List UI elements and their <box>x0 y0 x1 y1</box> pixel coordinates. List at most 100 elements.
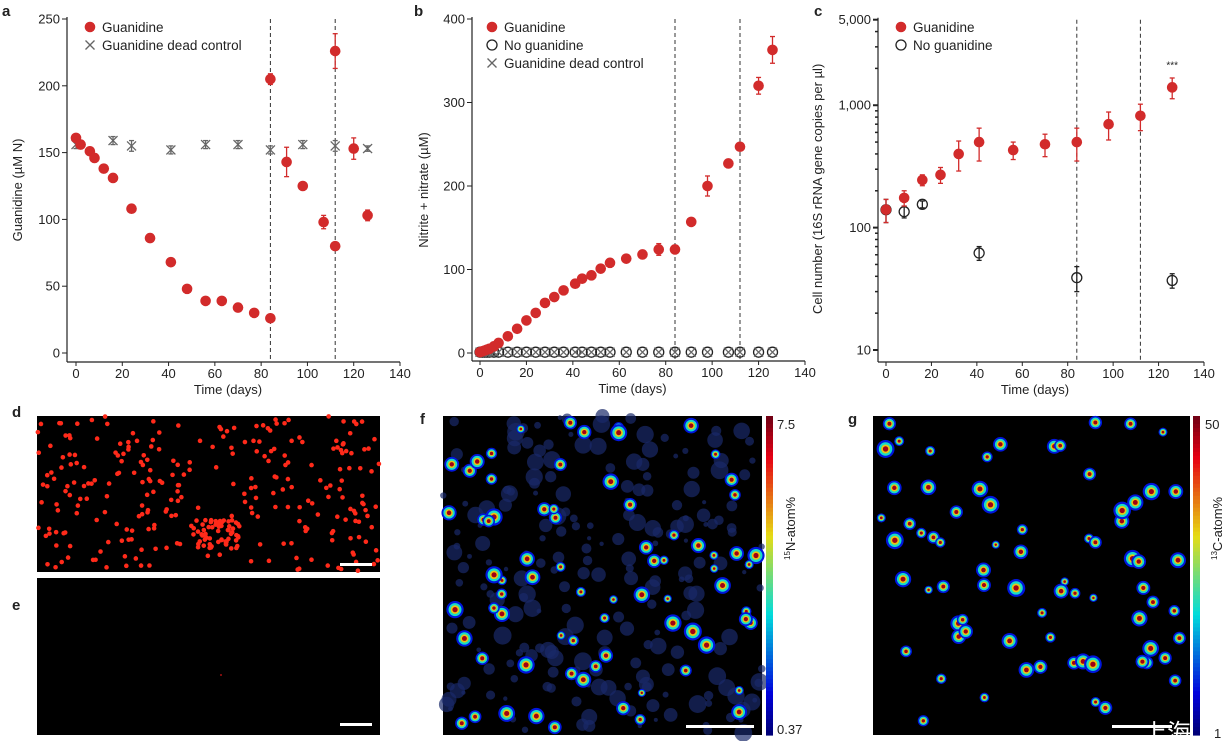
data-point <box>558 347 569 358</box>
background-signal <box>534 421 541 429</box>
cell-dot <box>349 450 354 456</box>
labeled-cell <box>1033 659 1048 674</box>
cell-dot <box>268 448 274 454</box>
background-signal <box>539 535 546 542</box>
cell-dot <box>297 435 302 440</box>
cell-dot <box>318 478 323 483</box>
cross-stroke <box>530 347 541 358</box>
background-signal <box>486 690 496 700</box>
data-point <box>521 315 532 326</box>
data-point <box>653 346 665 358</box>
data-point <box>530 307 542 319</box>
x-tick-label: 120 <box>748 365 770 380</box>
labeled-cell <box>935 537 946 548</box>
cell-dot <box>253 484 258 490</box>
cross-stroke <box>605 347 615 358</box>
cell-dot <box>48 443 53 449</box>
y-tick-label: 5,000 <box>838 12 871 27</box>
labeled-cell <box>485 447 498 460</box>
chart-b-nitrite-nitrate: 0 20 40 60 80 100 120 140 0 100 200 300 400 Time (day… <box>416 12 816 397</box>
cell-dot <box>217 518 223 524</box>
x-tick-label: 120 <box>343 366 365 381</box>
labeled-cell <box>731 704 748 720</box>
background-signal <box>662 691 669 698</box>
cell-intensity <box>446 510 452 516</box>
background-signal <box>500 485 518 503</box>
series-no-guanidine <box>880 198 1178 293</box>
cell-intensity <box>524 556 530 562</box>
cell-dot <box>309 501 315 506</box>
colorbar-segment <box>766 679 773 684</box>
y-tick-label: 1,000 <box>838 98 871 113</box>
data-point <box>530 346 542 358</box>
cell-dot <box>92 477 98 483</box>
background-signal <box>596 629 613 646</box>
cell-dot <box>77 496 83 502</box>
cell-dot <box>74 460 79 466</box>
labeled-cell <box>563 416 577 430</box>
y-axis-title: Nitrite + nitrate (µM) <box>416 132 431 247</box>
colorbar-segment <box>1193 447 1200 453</box>
data-point <box>549 347 560 358</box>
labeled-cell <box>446 600 464 619</box>
colorbar-segment <box>1193 611 1200 616</box>
colorbar-segment <box>1193 687 1200 692</box>
background-signal <box>733 422 750 440</box>
labeled-cell <box>690 538 706 554</box>
colorbar-segment <box>1193 459 1200 465</box>
cell-dot <box>67 433 72 438</box>
cell-intensity <box>533 713 539 719</box>
cell-dot <box>104 493 110 499</box>
background-signal <box>568 431 574 437</box>
labeled-cell <box>498 705 516 722</box>
cross-stroke <box>586 347 597 358</box>
cell-dot <box>297 518 302 524</box>
background-signal <box>756 584 764 592</box>
cell-intensity <box>638 717 642 722</box>
background-signal <box>649 637 667 655</box>
labeled-cell <box>679 664 692 677</box>
data-point <box>636 346 649 358</box>
labeled-cell <box>975 562 992 578</box>
data-point <box>752 346 765 358</box>
cell-intensity <box>931 535 936 540</box>
panel-label-a: a <box>2 3 11 20</box>
cell-dot <box>121 451 126 457</box>
colorbar-segment <box>766 691 773 696</box>
cell-dot <box>273 504 278 510</box>
cell-dot <box>116 470 122 476</box>
cell-intensity <box>582 429 587 435</box>
cell-intensity <box>558 462 563 467</box>
labeled-cell <box>456 630 473 647</box>
cell-dot <box>187 460 193 465</box>
background-signal <box>683 480 700 498</box>
series-guanidine <box>70 33 373 324</box>
cell-dot <box>362 447 367 452</box>
cell-intensity <box>1137 615 1142 621</box>
background-signal <box>644 520 662 537</box>
cell-dot <box>226 519 231 524</box>
cross-stroke <box>265 144 276 155</box>
panel-label-g: g <box>848 411 857 428</box>
legend-marker <box>895 39 907 51</box>
cross-stroke <box>108 135 118 146</box>
colorbar-segment <box>1193 471 1200 477</box>
colorbar-segment <box>766 527 773 533</box>
colorbar-segment <box>766 671 773 676</box>
microscopy-image-e <box>37 578 380 735</box>
cell-dot <box>55 508 61 513</box>
cell-dot <box>355 568 361 574</box>
colorbar-segment <box>1193 535 1200 541</box>
cross-stroke <box>549 347 560 358</box>
colorbar-segment <box>766 459 773 465</box>
cell-intensity <box>1007 638 1012 644</box>
labeled-cell <box>1016 524 1028 536</box>
cell-intensity <box>921 719 926 723</box>
cell-dot <box>63 488 68 494</box>
cell-dot <box>84 496 90 502</box>
cell-intensity <box>1119 518 1125 524</box>
image-background <box>873 416 1190 735</box>
cell-dot <box>300 439 305 445</box>
background-signal <box>569 514 578 523</box>
cell-dot <box>369 469 374 474</box>
